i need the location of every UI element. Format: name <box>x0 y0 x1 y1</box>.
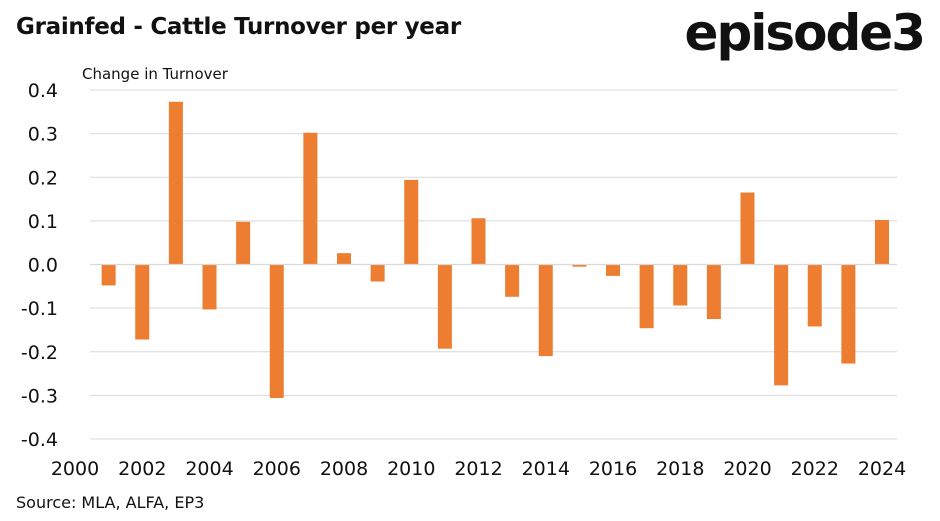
x-axis-ticks: 2000 2002 2004 2006 2008 2010 2012 2014 2016 2018… <box>51 458 906 480</box>
x-tick-label: 2004 <box>185 458 233 480</box>
bar-2011 <box>437 264 452 349</box>
bar-2014 <box>538 264 553 357</box>
y-tick-label: -0.2 <box>21 342 58 364</box>
y-tick-label: 0.4 <box>28 80 58 102</box>
y-tick-label: -0.1 <box>21 298 58 320</box>
x-tick-label: 2018 <box>656 458 704 480</box>
bar-2024 <box>875 220 889 265</box>
bar-2007 <box>303 132 318 265</box>
y-tick-label: 0.2 <box>28 167 58 189</box>
bar-2023 <box>841 264 856 364</box>
bar-2004 <box>202 264 217 310</box>
x-tick-label: 2024 <box>858 458 906 480</box>
bar-2019 <box>706 264 721 320</box>
x-tick-label: 2022 <box>791 458 839 480</box>
y-tick-label: -0.3 <box>21 385 58 407</box>
x-tick-label: 2010 <box>387 458 435 480</box>
y-axis-label: Change in Turnover <box>82 65 229 83</box>
x-tick-label: 2006 <box>253 458 301 480</box>
bar-2013 <box>505 264 520 297</box>
source-note: Source: MLA, ALFA, EP3 <box>16 493 205 512</box>
bar-2017 <box>639 264 654 329</box>
bar-2005 <box>236 221 251 265</box>
chart-title: Grainfed - Cattle Turnover per year <box>16 14 461 40</box>
bar-2009 <box>370 264 385 282</box>
y-tick-label: 0.1 <box>28 211 58 233</box>
bar-2002 <box>135 264 150 340</box>
y-tick-label: 0.0 <box>28 255 58 277</box>
bar-2022 <box>807 264 822 327</box>
x-tick-label: 2020 <box>723 458 771 480</box>
bar-2021 <box>774 264 789 386</box>
y-tick-label: 0.3 <box>28 124 58 146</box>
bar-2003 <box>168 101 183 265</box>
bar-2016 <box>606 264 620 276</box>
bar-2012 <box>471 218 486 265</box>
bar-2010 <box>404 179 419 265</box>
x-tick-label: 2016 <box>589 458 637 480</box>
x-tick-label: 2014 <box>522 458 570 480</box>
bar-2001 <box>101 264 116 286</box>
bar-2015 <box>572 264 587 267</box>
y-tick-label: -0.4 <box>21 429 58 451</box>
x-tick-label: 2002 <box>118 458 166 480</box>
y-axis-ticks: 0.4 0.3 0.2 0.1 0.0 -0.1 -0.2 -0.3 -0.4 <box>21 80 58 451</box>
bar-2008 <box>337 253 351 265</box>
bar-2018 <box>673 264 688 306</box>
brand-logo: episode3 <box>684 4 926 62</box>
bars <box>101 101 889 398</box>
bar-2006 <box>269 264 284 398</box>
x-tick-label: 2008 <box>320 458 368 480</box>
x-tick-label: 2000 <box>51 458 99 480</box>
bar-2020 <box>740 192 755 265</box>
x-tick-label: 2012 <box>454 458 502 480</box>
